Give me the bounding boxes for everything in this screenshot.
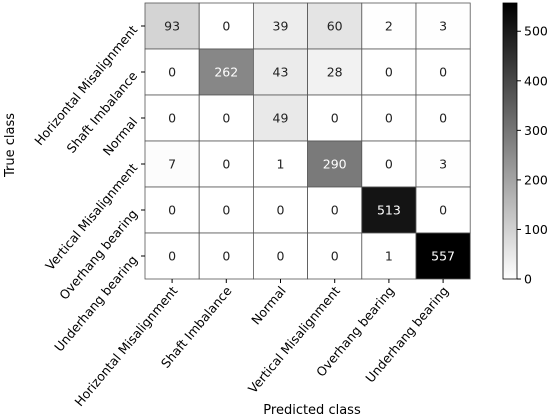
cell-r0-c3 xyxy=(307,2,363,50)
cell-value-r1-c5: 0 xyxy=(439,65,447,80)
x-tick-label-2: Normal xyxy=(248,283,289,327)
cell-value-r0-c2: 39 xyxy=(273,19,289,34)
cell-r0-c1 xyxy=(198,2,254,50)
cell-value-r0-c5: 3 xyxy=(439,19,447,34)
cell-r1-c5 xyxy=(415,48,471,96)
cell-value-r2-c1: 0 xyxy=(222,111,230,126)
colorbar-bar xyxy=(502,2,518,280)
y-tick-label-1: Shaft Imbalance xyxy=(63,68,140,156)
cell-value-r2-c0: 0 xyxy=(168,111,176,126)
cell-value-r0-c1: 0 xyxy=(222,19,230,34)
cell-value-r0-c3: 60 xyxy=(327,19,343,34)
cell-value-r3-c1: 0 xyxy=(222,157,230,172)
cell-value-r1-c1: 262 xyxy=(214,65,238,80)
cell-r5-c0 xyxy=(144,232,200,280)
cell-r3-c4 xyxy=(361,140,417,188)
cell-r4-c3 xyxy=(307,186,363,234)
colorbar-tick-label-5: 500 xyxy=(524,24,548,39)
cell-r3-c3 xyxy=(307,140,363,188)
cell-r3-c1 xyxy=(198,140,254,188)
cell-value-r3-c5: 3 xyxy=(439,157,447,172)
cell-r2-c3 xyxy=(307,94,363,142)
cell-r4-c2 xyxy=(252,186,308,234)
cell-value-r0-c0: 93 xyxy=(164,19,180,34)
cell-value-r4-c4: 513 xyxy=(377,203,401,218)
cell-r2-c5 xyxy=(415,94,471,142)
y-axis-title: True class xyxy=(3,113,18,178)
cell-r3-c5 xyxy=(415,140,471,188)
colorbar-tick-label-2: 200 xyxy=(524,172,548,187)
cell-value-r2-c4: 0 xyxy=(385,111,393,126)
cell-r5-c5 xyxy=(415,232,471,280)
colorbar-tick-label-3: 300 xyxy=(524,123,548,138)
cell-r2-c4 xyxy=(361,94,417,142)
cell-value-r5-c0: 0 xyxy=(168,249,176,264)
x-axis-title: Predicted class xyxy=(263,403,361,418)
colorbar-tick-label-1: 100 xyxy=(524,222,548,237)
cell-value-r5-c3: 0 xyxy=(331,249,339,264)
cell-value-r3-c3: 290 xyxy=(323,157,347,172)
cell-value-r1-c0: 0 xyxy=(168,65,176,80)
cell-value-r3-c2: 1 xyxy=(277,157,285,172)
cell-value-r4-c1: 0 xyxy=(222,203,230,218)
cell-value-r1-c4: 0 xyxy=(385,65,393,80)
cell-value-r5-c1: 0 xyxy=(222,249,230,264)
cell-r0-c0 xyxy=(144,2,200,50)
cell-value-r5-c5: 557 xyxy=(431,249,455,264)
colorbar-tick-label-4: 400 xyxy=(524,73,548,88)
cell-value-r2-c3: 0 xyxy=(331,111,339,126)
cell-value-r2-c2: 49 xyxy=(273,111,289,126)
cell-r1-c1 xyxy=(198,48,254,96)
colorbar-tick-label-0: 0 xyxy=(524,272,532,287)
cell-r4-c5 xyxy=(415,186,471,234)
cell-r4-c4 xyxy=(361,186,417,234)
cell-r0-c2 xyxy=(252,2,308,50)
cell-value-r4-c5: 0 xyxy=(439,203,447,218)
cell-value-r4-c3: 0 xyxy=(331,203,339,218)
cell-r1-c3 xyxy=(307,48,363,96)
cell-r4-c0 xyxy=(144,186,200,234)
cell-r3-c2 xyxy=(252,140,308,188)
cell-r3-c0 xyxy=(144,140,200,188)
cell-value-r3-c0: 7 xyxy=(168,157,176,172)
x-tick-label-3: Vertical Misalignment xyxy=(245,283,343,396)
cell-value-r0-c4: 2 xyxy=(385,19,393,34)
heatmap-cells: 93 0 39 60 2 3 0 262 43 28 0 0 0 0 49 0 0 0 7 0 1 290 0 3 0 0 0 0 51… xyxy=(144,2,471,280)
cell-value-r5-c2: 0 xyxy=(277,249,285,264)
cell-value-r5-c4: 1 xyxy=(385,249,393,264)
cell-value-r1-c3: 28 xyxy=(327,65,343,80)
cell-value-r2-c5: 0 xyxy=(439,111,447,126)
cell-value-r4-c0: 0 xyxy=(168,203,176,218)
cell-value-r1-c2: 43 xyxy=(273,65,289,80)
y-tick-label-2: Normal xyxy=(100,114,141,158)
cell-r2-c1 xyxy=(198,94,254,142)
cell-value-r4-c2: 0 xyxy=(277,203,285,218)
cell-value-r3-c4: 0 xyxy=(385,157,393,172)
colorbar: 0 100 200 300 400 500 xyxy=(502,2,548,287)
cell-r0-c5 xyxy=(415,2,471,50)
